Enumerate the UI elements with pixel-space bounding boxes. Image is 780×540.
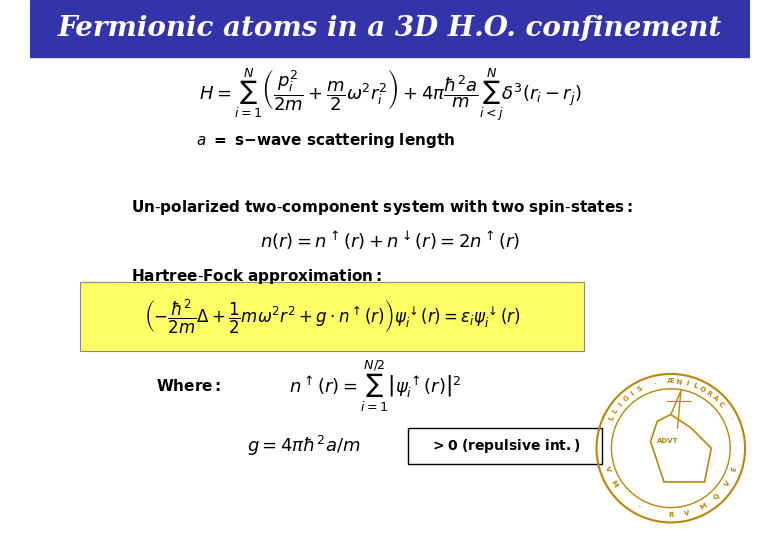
Text: Æ: Æ [667,379,675,384]
Text: ·: · [653,380,657,387]
Text: $n(r) = n^{\uparrow}(r)+n^{\downarrow}(r) = 2n^{\uparrow}(r)$: $n(r) = n^{\uparrow}(r)+n^{\downarrow}(r… [260,229,520,252]
Text: ·: · [636,503,641,510]
Text: $\mathbf{\it{a}}$ $\mathbf{=}$ $\mathbf{s}$$\mathbf{-wave\ scattering\ length}$: $\mathbf{\it{a}}$ $\mathbf{=}$ $\mathbf{… [196,131,455,150]
Text: I: I [617,401,623,407]
Text: C: C [718,401,725,408]
Text: $\mathbf{Where:}$: $\mathbf{Where:}$ [156,378,222,394]
Text: I: I [629,390,635,397]
Text: M: M [610,480,619,489]
Text: A: A [711,395,719,402]
Text: ADVT: ADVT [657,438,678,444]
Text: G: G [622,394,630,403]
Text: M: M [699,503,707,511]
Text: R: R [668,512,673,518]
FancyBboxPatch shape [408,428,602,464]
Text: L: L [692,382,698,389]
Text: L: L [612,407,619,414]
FancyBboxPatch shape [30,0,750,57]
Text: ·: · [727,415,734,421]
Text: R: R [705,389,713,397]
Text: V: V [684,509,691,516]
Text: $\mathbf{Un\text{-}polarized\ two\text{-}component\ system\ with\ two\ spin\text: $\mathbf{Un\text{-}polarized\ two\text{-… [131,198,633,218]
Text: $n^{\uparrow}(r)=\sum_{i=1}^{N/2}\left|\psi_i^{\uparrow}(r)\right|^2$: $n^{\uparrow}(r)=\sum_{i=1}^{N/2}\left|\… [289,359,462,414]
Text: I: I [685,380,689,387]
Text: $H = \sum_{i=1}^{N}\left(\dfrac{p_i^2}{2m}+\dfrac{m}{2}\omega^2 r_i^2\right)+4\p: $H = \sum_{i=1}^{N}\left(\dfrac{p_i^2}{2… [199,66,581,123]
Text: $\mathbf{> 0\ (repulsive\ int.)}$: $\mathbf{> 0\ (repulsive\ int.)}$ [430,437,580,455]
FancyBboxPatch shape [80,282,584,351]
Text: O: O [698,385,706,393]
Text: L: L [608,415,615,421]
Text: V: V [604,465,611,472]
Text: Q: Q [712,492,721,501]
Text: E: E [731,465,738,472]
Text: $\left(-\dfrac{\hbar^2}{2m}\Delta+\dfrac{1}{2}m\omega^2 r^2+g\cdot n^{\uparrow}(: $\left(-\dfrac{\hbar^2}{2m}\Delta+\dfrac… [144,298,520,335]
Text: $\mathbf{Hartree\text{-}Fock\ approximation:}$: $\mathbf{Hartree\text{-}Fock\ approximat… [131,267,382,286]
Text: Fermionic atoms in a 3D H.O. confinement: Fermionic atoms in a 3D H.O. confinement [58,15,722,42]
Text: N: N [675,379,682,385]
Text: V: V [723,480,731,488]
Text: $g = 4\pi\hbar^2 a/m$: $g = 4\pi\hbar^2 a/m$ [246,434,360,457]
Text: S: S [636,386,643,393]
